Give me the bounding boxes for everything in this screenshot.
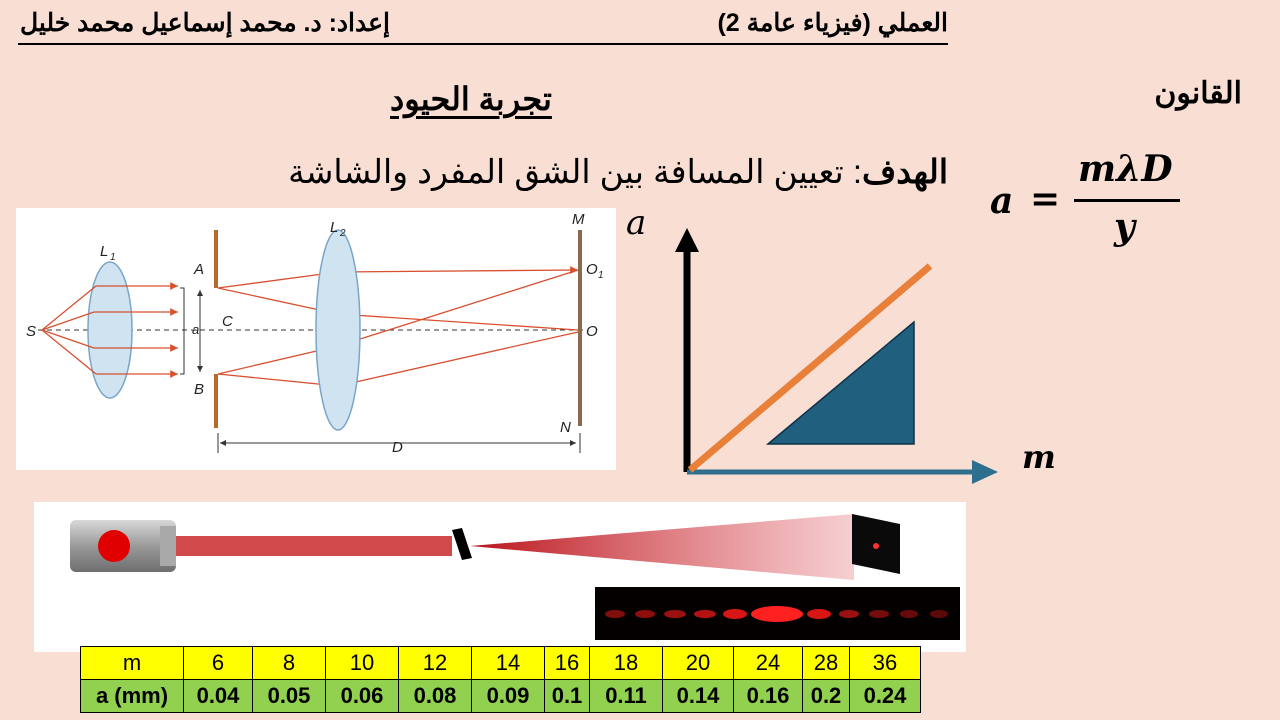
label-d: D [392,439,403,456]
formula: a = mλD y [990,148,1190,258]
label-o: O [586,323,598,340]
formula-numerator: mλD [1078,148,1173,190]
slit-upper [214,230,218,288]
x-axis-arrow [972,460,998,484]
table-cell-m: 16 [544,646,590,680]
goal-text: : تعيين المسافة بين الشق المفرد والشاشة [288,153,863,190]
law-label: القانون [1154,77,1242,110]
graph-svg: a m [626,203,1056,484]
table-cell-m: 36 [849,646,921,680]
label-c-point: C [222,313,233,330]
label-l2: L [330,219,338,236]
a-vs-m-graph: a m [620,200,1080,490]
slit-card [452,528,472,560]
table-cell-m: 8 [252,646,326,680]
graph-line [687,263,933,473]
table-cell-m: 20 [662,646,734,680]
table-cell-a: 0.06 [325,679,399,713]
table-cell-m: 14 [471,646,545,680]
pattern-svg [605,606,948,622]
table-cell-a: 0.1 [544,679,590,713]
formula-fraction-bar [1074,199,1180,202]
table-cell-a: 0.04 [183,679,253,713]
label-n-point: N [560,419,571,436]
label-l2-sub: 2 [339,228,346,239]
table-cell-a: 0.11 [589,679,663,713]
formula-denominator: y [1114,206,1135,248]
author-line: إعداد: د. محمد إسماعيل محمد خليل [20,9,390,37]
screen-plate [578,230,582,426]
label-l1-sub: 1 [110,252,116,263]
lens-l1 [87,261,133,399]
table-cell-m: 24 [733,646,803,680]
table-cell-m: 10 [325,646,399,680]
table-cell-a: 0.09 [471,679,545,713]
label-o1-sub: 1 [598,270,604,281]
diffraction-cone [470,514,854,580]
goal-label: الهدف [862,153,948,190]
laser-beam [176,536,452,556]
laser-aperture [98,530,130,562]
header-divider [18,43,948,45]
label-l1: L [100,243,108,260]
label-a-width: a [192,322,199,337]
table-row-m: m 6 8 10 12 14 16 18 20 24 28 36 [80,646,921,680]
table-cell-m: 6 [183,646,253,680]
table-row-a: a (mm) 0.04 0.05 0.06 0.08 0.09 0.1 0.11 0.14 0.… [80,679,921,713]
diffraction-pattern [595,587,960,640]
table-cell-a: 0.05 [252,679,326,713]
optics-diagram-svg: S L 1 L 2 A B C a M N O 1 O D [26,211,604,456]
data-table: m 6 8 10 12 14 16 18 20 24 28 36 a (mm) 0.04 0.05 0.… [80,646,921,713]
table-cell-a: 0.2 [802,679,850,713]
x-axis-label: m [1022,438,1056,476]
y-axis-label: a [626,203,646,243]
lens-l2 [315,229,361,431]
label-a-point: A [193,261,204,278]
label-s: S [26,323,36,340]
page-title: تجربة الحيود [390,81,552,117]
row-m-label: m [80,646,184,680]
label-b-point: B [194,381,204,398]
formula-equals: = [1030,178,1061,220]
slit-lower [214,374,218,428]
course-title: العملي (فيزياء عامة 2) [717,9,948,37]
table-cell-a: 0.08 [398,679,472,713]
goal-statement: الهدف: تعيين المسافة بين الشق المفرد وال… [288,152,948,191]
row-a-label: a (mm) [80,679,184,713]
y-axis-arrow [675,228,699,252]
label-m-point: M [572,211,585,228]
label-o1: O [586,261,598,278]
table-cell-m: 28 [802,646,850,680]
table-cell-a: 0.16 [733,679,803,713]
laser-setup-svg [70,514,900,580]
table-cell-m: 18 [589,646,663,680]
slope-triangle [765,320,915,445]
table-cell-a: 0.24 [849,679,921,713]
table-cell-a: 0.14 [662,679,734,713]
formula-lhs: a [990,180,1014,222]
optics-diagram: S L 1 L 2 A B C a M N O 1 O D [16,208,616,470]
table-cell-m: 12 [398,646,472,680]
